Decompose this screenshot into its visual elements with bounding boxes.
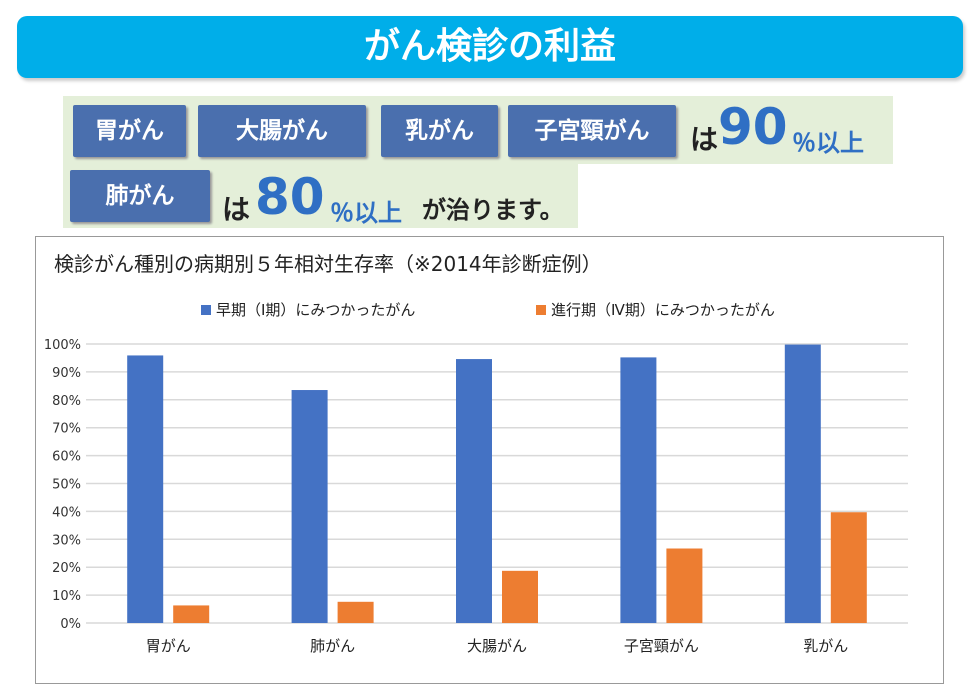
x-tick-label: 乳がん bbox=[803, 637, 848, 655]
bar-early bbox=[291, 390, 328, 623]
legend-early: 早期（Ⅰ期）にみつかったがん bbox=[216, 301, 415, 319]
y-tick-label: 50% bbox=[52, 478, 81, 493]
cure-text: が治ります。 bbox=[422, 196, 564, 224]
y-tick-label: 10% bbox=[52, 589, 81, 604]
x-tick-label: 子宮頸がん bbox=[624, 637, 699, 655]
bar-advanced bbox=[337, 601, 374, 623]
bar-advanced bbox=[173, 605, 210, 623]
bar-advanced bbox=[666, 548, 703, 623]
y-tick-label: 30% bbox=[52, 533, 81, 548]
legend-swatch-early bbox=[201, 305, 211, 315]
badge-stomach: 胃がん bbox=[73, 105, 186, 157]
wa-2: は bbox=[222, 193, 251, 226]
bar-early bbox=[456, 359, 492, 623]
number-90: 90 bbox=[718, 98, 788, 156]
number-80: 80 bbox=[255, 168, 325, 226]
page-title: がん検診の利益 bbox=[17, 16, 963, 78]
badge-cervix: 子宮頸がん bbox=[508, 105, 676, 157]
bar-advanced bbox=[830, 512, 867, 623]
badge-lung: 肺がん bbox=[70, 170, 210, 222]
x-tick-label: 大腸がん bbox=[467, 637, 527, 655]
badge-breast: 乳がん bbox=[381, 105, 498, 157]
chart-title: 検診がん種別の病期別５年相対生存率（※2014年診断症例） bbox=[54, 252, 602, 276]
y-tick-label: 80% bbox=[52, 394, 81, 409]
y-tick-label: 70% bbox=[52, 422, 81, 437]
badge-colon: 大腸がん bbox=[198, 105, 366, 157]
suffix-1: ％以上 bbox=[792, 129, 864, 157]
x-tick-label: 胃がん bbox=[146, 637, 191, 655]
bar-advanced bbox=[502, 570, 538, 623]
y-tick-label: 40% bbox=[52, 505, 81, 520]
bar-early bbox=[620, 357, 657, 623]
y-tick-label: 90% bbox=[52, 366, 81, 381]
y-tick-label: 60% bbox=[52, 450, 81, 465]
suffix-2: ％以上 bbox=[330, 199, 402, 227]
legend-swatch-advanced bbox=[536, 305, 546, 315]
wa-1: は bbox=[690, 123, 719, 156]
y-tick-label: 20% bbox=[52, 561, 81, 576]
chart-frame: 検診がん種別の病期別５年相対生存率（※2014年診断症例） 早期（Ⅰ期）にみつか… bbox=[35, 236, 944, 684]
y-tick-label: 100% bbox=[44, 338, 81, 353]
x-tick-label: 肺がん bbox=[310, 637, 355, 655]
bar-early bbox=[784, 344, 821, 623]
y-tick-label: 0% bbox=[60, 617, 81, 632]
legend-advanced: 進行期（Ⅳ期）にみつかったがん bbox=[551, 301, 775, 319]
bar-chart: 検診がん種別の病期別５年相対生存率（※2014年診断症例） 早期（Ⅰ期）にみつか… bbox=[44, 252, 908, 655]
bar-early bbox=[127, 355, 164, 623]
